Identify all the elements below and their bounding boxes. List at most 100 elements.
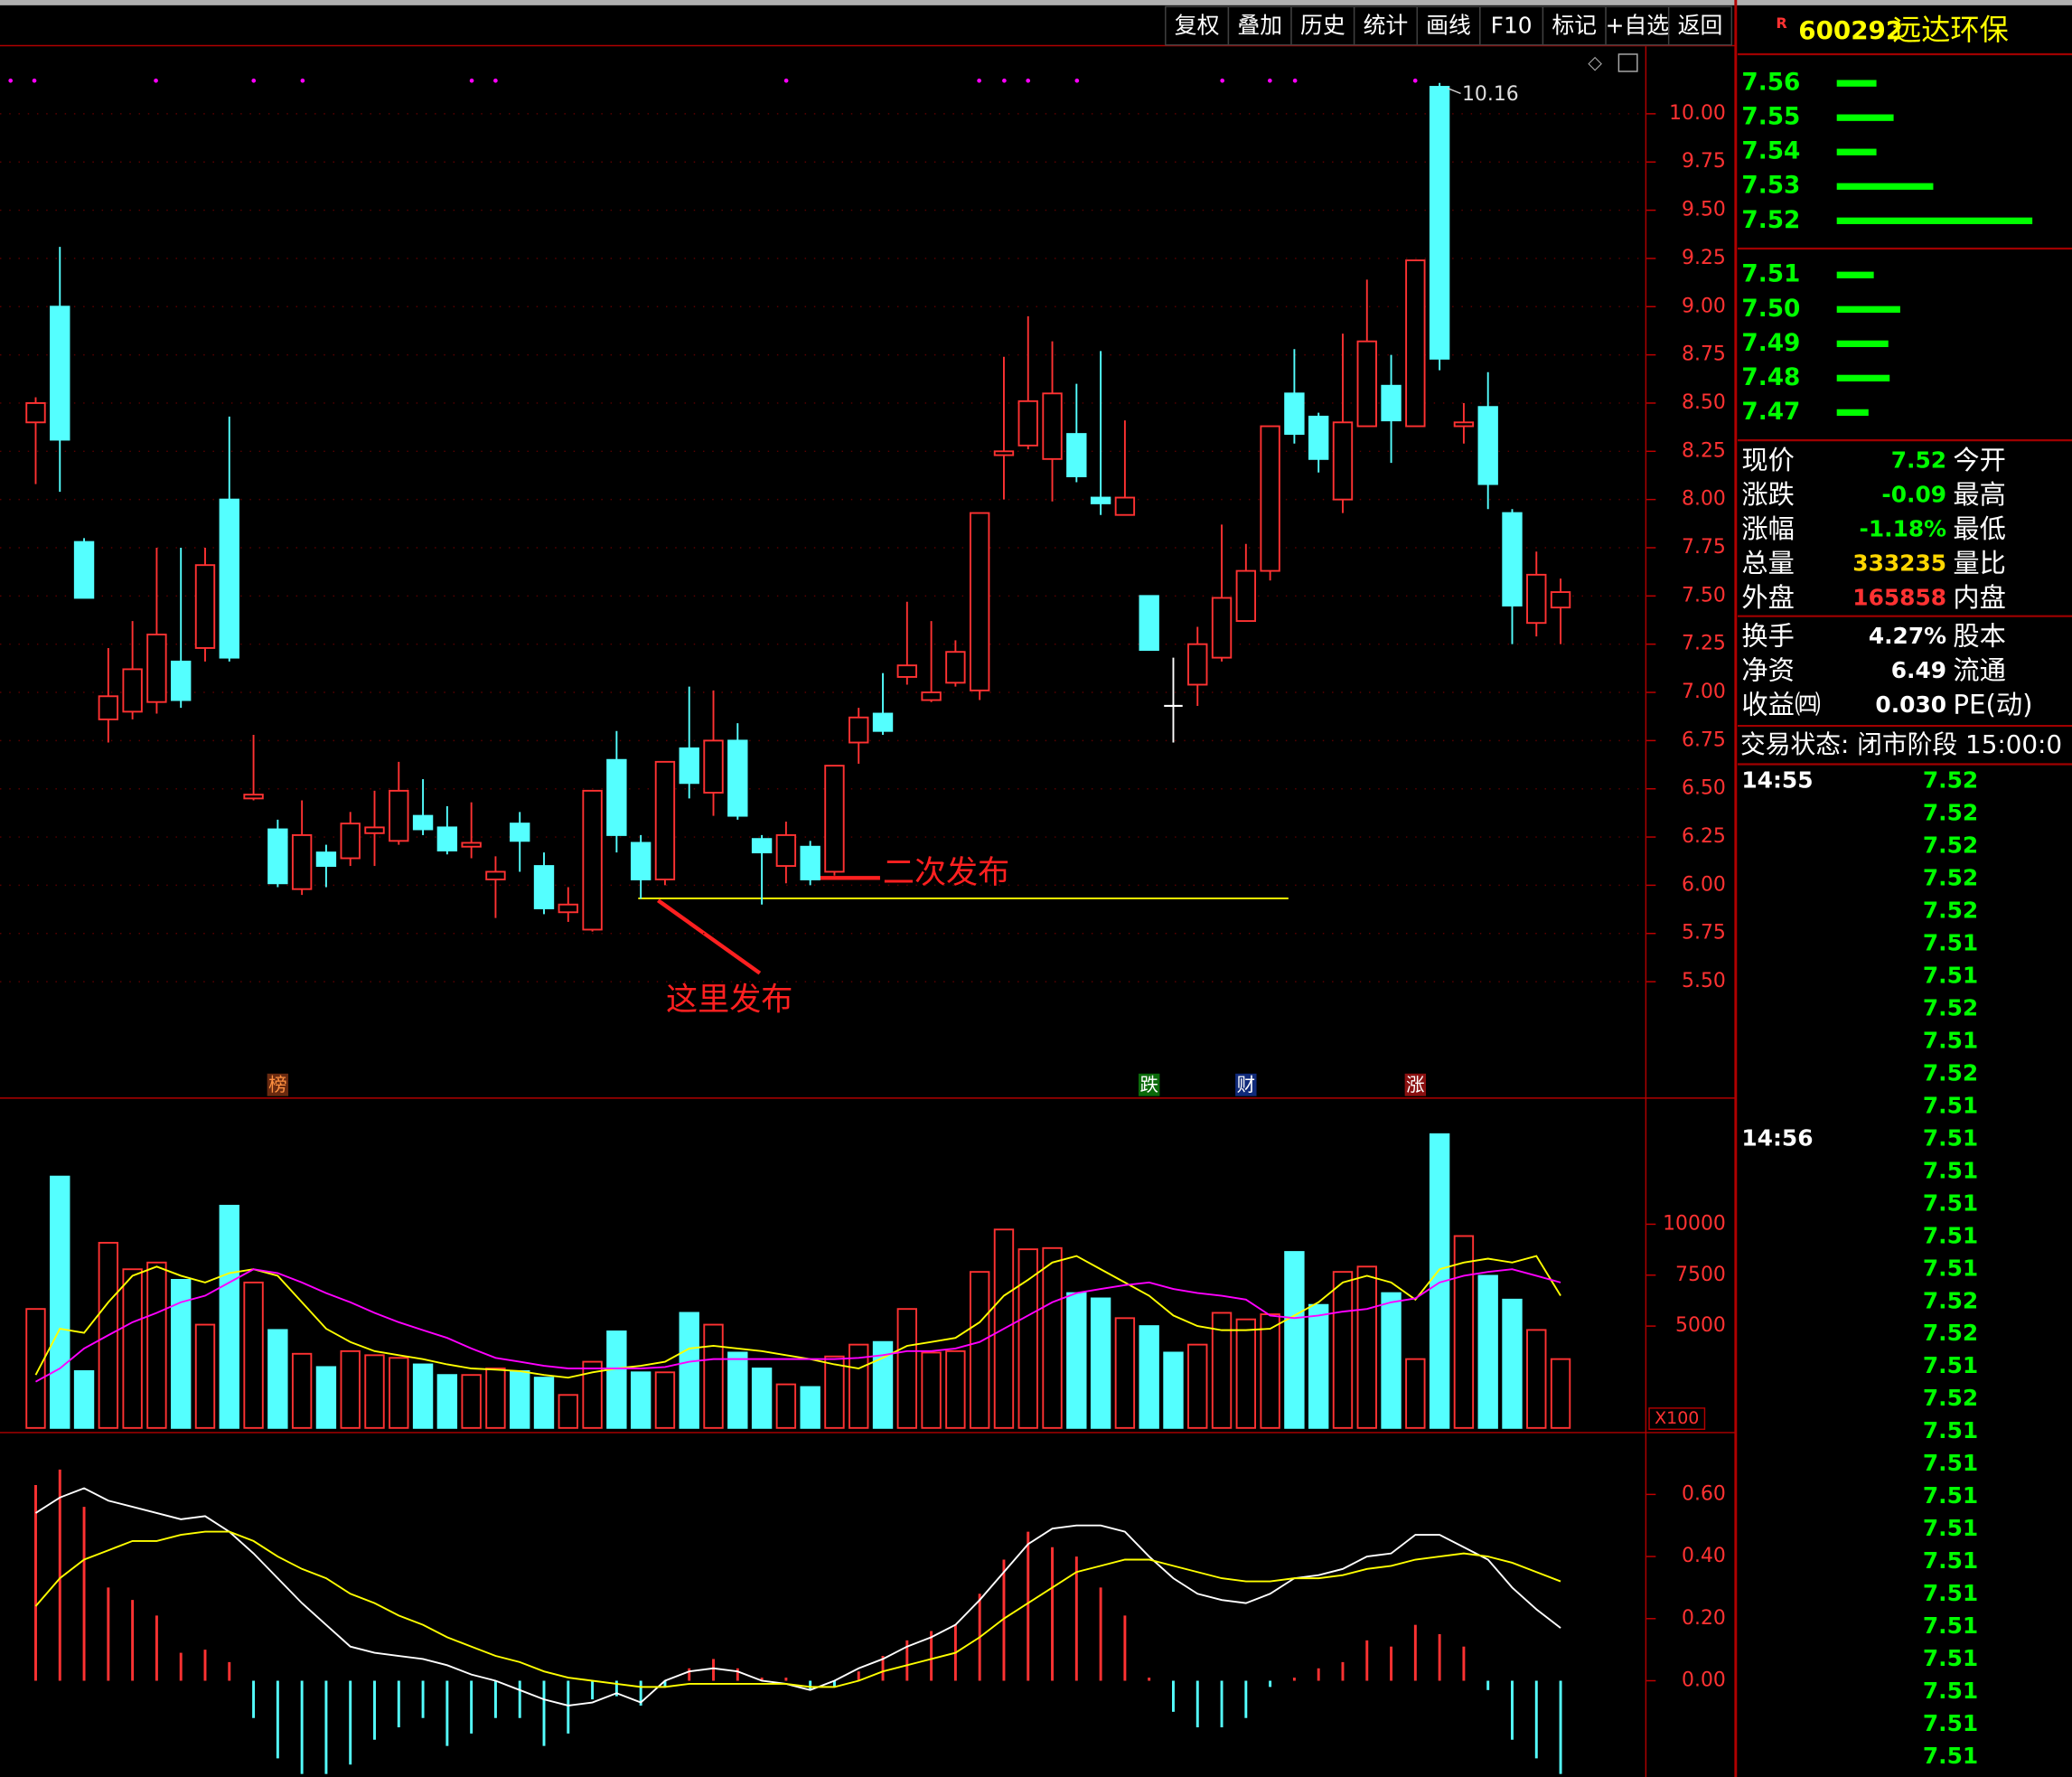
stat-label: 今开 xyxy=(1953,445,2005,475)
volume-bar xyxy=(654,1371,676,1429)
y-tick-label: 7.50 xyxy=(1682,584,1726,606)
trade-price: 7.51 xyxy=(1923,1124,1978,1151)
toolbar-label[interactable]: 画线 xyxy=(1426,12,1471,38)
candle-body xyxy=(219,498,239,659)
toolbar-label[interactable]: +自选 xyxy=(1606,12,1670,38)
candle-body xyxy=(146,634,167,703)
y-tick-label: 5.50 xyxy=(1682,970,1726,992)
stat-label: 量比 xyxy=(1953,548,2005,578)
volume-bar xyxy=(1066,1292,1087,1429)
volume-bar xyxy=(171,1279,192,1429)
toolbar-button[interactable] xyxy=(1605,5,1670,46)
stat-label: 净资 xyxy=(1741,655,1794,686)
marker-box xyxy=(1235,1073,1257,1096)
flag: R xyxy=(1776,14,1787,32)
icon[interactable]: ◇ xyxy=(1588,52,1602,73)
candle-body xyxy=(171,660,192,701)
y-tick-label: 8.25 xyxy=(1682,439,1726,462)
volume-bar xyxy=(630,1371,652,1429)
toolbar-button[interactable] xyxy=(1416,5,1481,46)
y-tick-label: 8.75 xyxy=(1682,343,1726,366)
toolbar-label[interactable]: 返回 xyxy=(1678,12,1723,38)
trade-price: 7.52 xyxy=(1923,864,1978,890)
candle-body xyxy=(679,747,699,785)
y-tick-label: 7.00 xyxy=(1682,681,1726,703)
volume-bar xyxy=(146,1261,167,1429)
volume-bar xyxy=(1235,1318,1257,1429)
trade-price: 7.51 xyxy=(1923,1157,1978,1183)
high-label: 10.16 xyxy=(1462,83,1519,106)
volume-bar xyxy=(533,1377,555,1429)
trade-price: 7.51 xyxy=(1923,1710,1978,1736)
volume-bar xyxy=(315,1366,337,1429)
trade-price: 7.51 xyxy=(1923,1547,1978,1574)
toolbar-label[interactable]: F10 xyxy=(1491,12,1533,38)
candle-body xyxy=(510,823,530,842)
stat-label: 流通 xyxy=(1953,655,2005,686)
candle-body xyxy=(1235,569,1257,623)
trade-time: 14:56 xyxy=(1741,1124,1813,1151)
y-tick-label: 0.40 xyxy=(1682,1545,1726,1567)
marker-box xyxy=(1404,1073,1427,1096)
candle-body xyxy=(243,794,264,800)
icon[interactable] xyxy=(1617,53,1638,72)
trade-price: 7.52 xyxy=(1923,1287,1978,1313)
toolbar-button[interactable] xyxy=(1290,5,1355,46)
y-tick-label: 0.60 xyxy=(1682,1482,1726,1505)
volume-bar xyxy=(461,1374,482,1429)
toolbar-label[interactable]: 叠加 xyxy=(1237,12,1282,38)
y-tick-label: 10.00 xyxy=(1669,102,1726,125)
candle-body xyxy=(1042,392,1063,460)
candle-body xyxy=(389,789,409,842)
stat-label: 现价 xyxy=(1741,445,1794,475)
toolbar-button[interactable] xyxy=(1227,5,1292,46)
y-tick-label: 9.50 xyxy=(1682,199,1726,221)
toolbar-label[interactable]: 复权 xyxy=(1175,12,1220,38)
window-edge xyxy=(0,0,2072,5)
book-price: 7.52 xyxy=(1741,207,1800,234)
stat-value: 7.52 xyxy=(1891,447,1946,474)
y-tick-label: 8.50 xyxy=(1682,391,1726,414)
candle-body xyxy=(1066,433,1087,477)
trade-price: 7.51 xyxy=(1923,1222,1978,1248)
candle-body xyxy=(1477,406,1498,485)
trade-price: 7.51 xyxy=(1923,1482,1978,1509)
book-size-bar xyxy=(1836,374,1890,382)
y-tick-label: 0.20 xyxy=(1682,1607,1726,1630)
book-size-bar xyxy=(1836,340,1889,347)
toolbar-button[interactable] xyxy=(1667,5,1733,46)
candle-body xyxy=(1187,643,1208,686)
volume-bar xyxy=(1163,1351,1184,1429)
book-size-bar xyxy=(1836,217,2033,224)
candle-body xyxy=(751,838,773,854)
book-price: 7.50 xyxy=(1741,296,1800,323)
trade-status: 交易状态: 闭市阶段 15:00:0 xyxy=(1740,729,2062,759)
stat-label: 总量 xyxy=(1741,548,1794,578)
toolbar-label[interactable]: 历史 xyxy=(1300,12,1345,38)
volume-bar xyxy=(1090,1297,1111,1429)
toolbar-label[interactable]: 统计 xyxy=(1364,12,1409,38)
volume-bar xyxy=(510,1369,530,1429)
toolbar-button[interactable] xyxy=(1165,5,1230,46)
y-tick-label: 7.75 xyxy=(1682,536,1726,559)
volume-bar xyxy=(800,1386,820,1429)
candle-body xyxy=(1090,496,1111,504)
trade-price: 7.51 xyxy=(1923,1255,1978,1281)
toolbar-label[interactable]: 标记 xyxy=(1552,12,1597,38)
trade-price: 7.51 xyxy=(1923,1515,1978,1541)
volume-bar xyxy=(1550,1358,1571,1429)
volume-bar xyxy=(1139,1325,1159,1429)
annotation: 这里发布 xyxy=(666,981,792,1018)
book-size-bar xyxy=(1836,148,1877,155)
unit-box xyxy=(1648,1407,1706,1431)
y-tick-label: 6.50 xyxy=(1682,777,1726,800)
volume-bar xyxy=(679,1312,699,1429)
candle-body xyxy=(533,865,555,909)
candle-body xyxy=(194,564,216,649)
toolbar-button[interactable] xyxy=(1353,5,1418,46)
stat-label: 最低 xyxy=(1953,513,2005,544)
volume-bar xyxy=(1477,1274,1498,1429)
volume-bar xyxy=(1332,1271,1354,1429)
